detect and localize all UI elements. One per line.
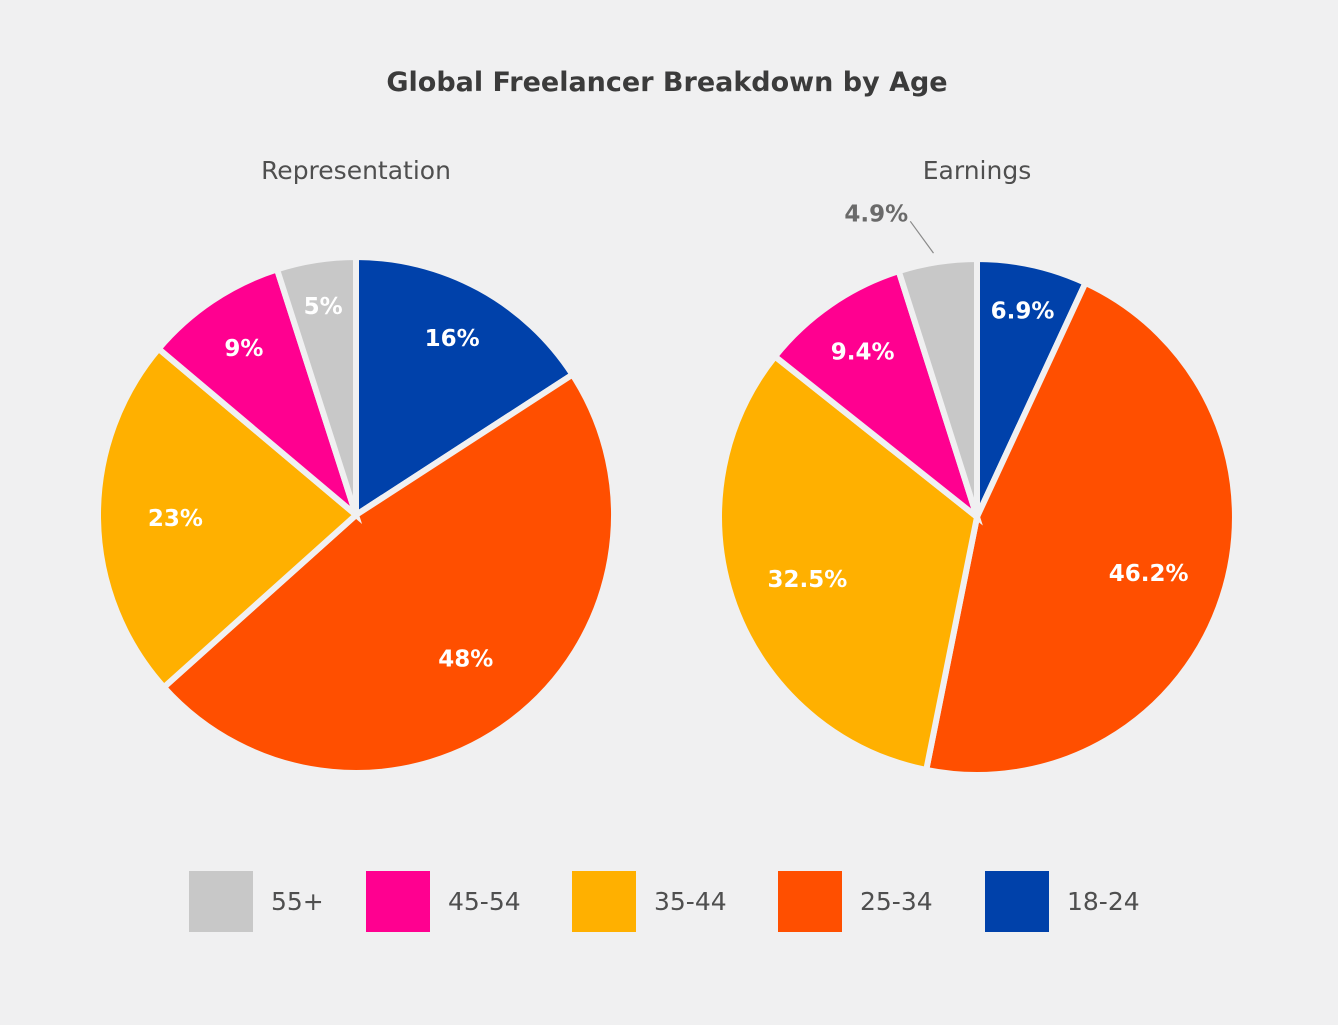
- pies-group: Representation 16% 48% 23% 9% 5% Earnings 6.9% 4…: [95, 156, 1238, 778]
- legend-item: 35-44: [572, 871, 727, 932]
- pie-slice-35-44: [716, 352, 981, 774]
- pie-slice-55plus: [273, 253, 359, 516]
- legend-label: 35-44: [654, 887, 727, 916]
- chart-title: Global Freelancer Breakdown by Age: [386, 67, 947, 98]
- pie-slice-25-34: [159, 370, 617, 776]
- slice-label: 4.9%: [844, 201, 908, 227]
- legend-item: 18-24: [985, 871, 1140, 932]
- pie-title: Representation: [261, 156, 451, 185]
- legend-label: 45-54: [448, 887, 521, 916]
- pie-slice-55plus: [894, 255, 980, 518]
- legend-label: 25-34: [860, 887, 933, 916]
- legend-item: 55+: [189, 871, 324, 932]
- slice-label: 48%: [438, 646, 493, 672]
- pie-2: Earnings 6.9% 46.2% 32.5% 9.4% 4.9%: [716, 156, 1238, 778]
- slice-label: 5%: [304, 294, 343, 320]
- legend-swatch: [366, 871, 430, 932]
- pie-1: Representation 16% 48% 23% 9% 5%: [95, 156, 617, 776]
- pie-slice-45-54: [770, 267, 983, 526]
- slice-label: 16%: [425, 326, 480, 352]
- pie-slice-25-34: [922, 278, 1238, 778]
- slice-label: 23%: [148, 506, 203, 532]
- slice-label: 9.4%: [831, 339, 895, 365]
- legend-swatch: [572, 871, 636, 932]
- legend-swatch: [778, 871, 842, 932]
- legend-label: 55+: [271, 887, 324, 916]
- pie-title: Earnings: [923, 156, 1031, 185]
- legend-swatch: [985, 871, 1049, 932]
- legend: 55+ 45-54 35-44 25-34 18-24: [189, 871, 1140, 932]
- legend-label: 18-24: [1067, 887, 1140, 916]
- label-leader-line: [909, 220, 934, 254]
- slice-label: 6.9%: [991, 298, 1055, 324]
- pie-slice-45-54: [154, 265, 363, 525]
- legend-item: 25-34: [778, 871, 933, 932]
- pie-slice-18-24: [353, 253, 577, 521]
- slice-label: 9%: [224, 336, 263, 362]
- pie-slice-35-44: [95, 344, 361, 692]
- slice-label: 46.2%: [1109, 561, 1189, 587]
- legend-item: 45-54: [366, 871, 521, 932]
- slice-label: 32.5%: [768, 567, 848, 593]
- legend-swatch: [189, 871, 253, 932]
